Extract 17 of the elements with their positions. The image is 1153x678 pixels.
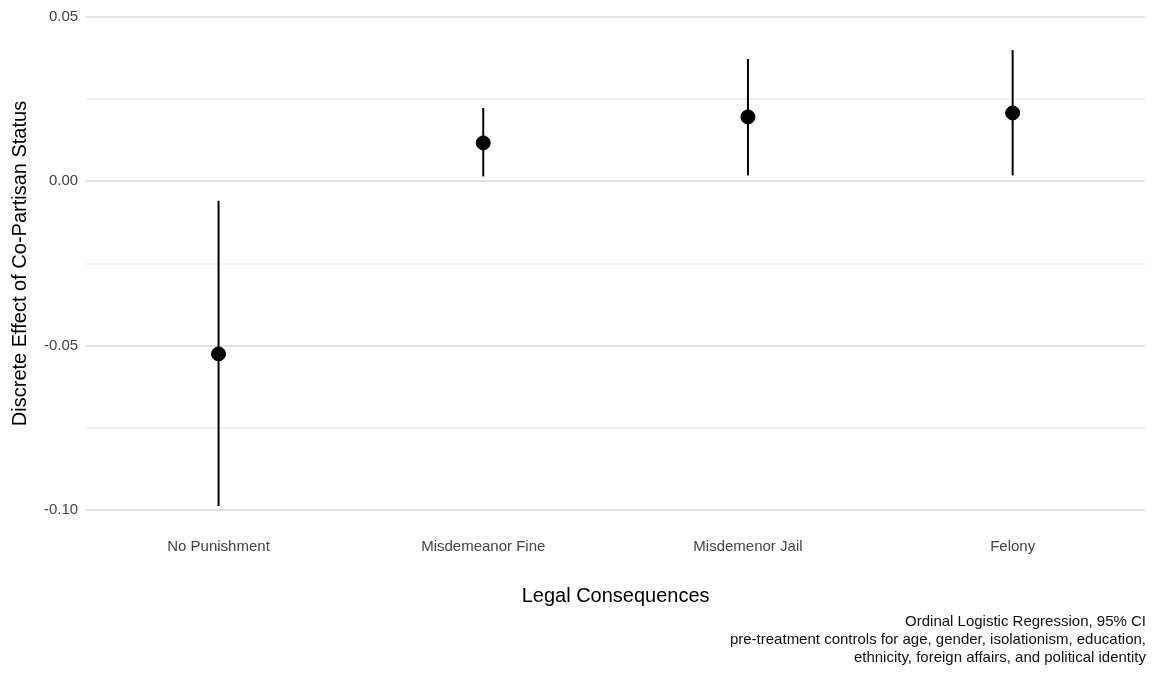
point [740, 109, 756, 125]
text: pre-treatment controls for age, gender, isolationism, education, [728, 630, 1146, 648]
y-tick-label: -0.05 [43, 335, 79, 353]
x-tick-label: Felony [990, 537, 1036, 555]
x-tick-label: Misdemeanor Fine [421, 537, 546, 555]
x-tick-label: Misdemenor Jail [693, 537, 803, 555]
y-tick-label: -0.10 [43, 500, 79, 518]
y-tick-label: 0.05 [48, 7, 79, 25]
text: Ordinal Logistic Regression, 95% CI [904, 612, 1146, 630]
point [1005, 105, 1021, 121]
x-tick-label: No Punishment [167, 537, 271, 555]
point [475, 135, 491, 151]
point [211, 346, 227, 362]
y-axis-title: Discrete Effect of Co-Partisan Status [7, 100, 30, 427]
y-tick-label: 0.00 [48, 171, 79, 189]
text: ethnicity, foreign affairs, and political identity [852, 648, 1146, 666]
x-axis-title: Legal Consequences [521, 583, 710, 606]
